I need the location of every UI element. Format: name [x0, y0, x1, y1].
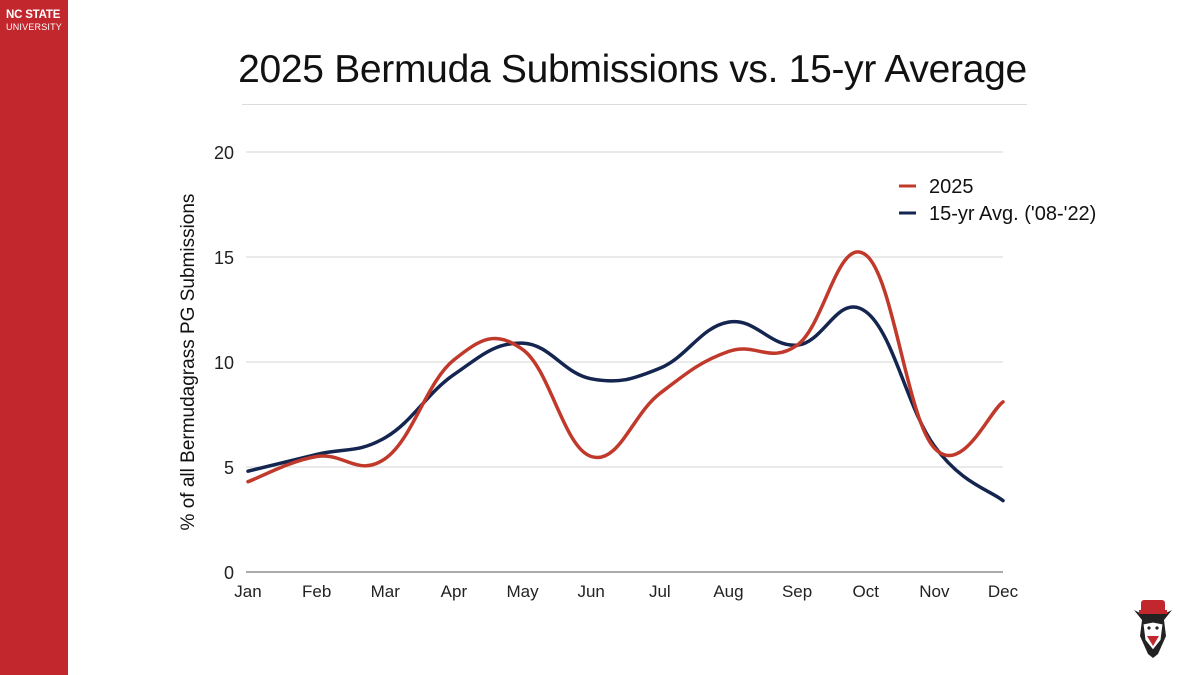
- y-tick-label: 10: [214, 353, 234, 373]
- series-lines: [246, 250, 1005, 503]
- title-divider: [242, 104, 1027, 105]
- logo-line-1: NC STATE: [6, 9, 61, 21]
- wolf-mascot-icon: [1134, 600, 1172, 658]
- chart-legend: 2025 15-yr Avg. ('08-'22): [899, 176, 1096, 225]
- y-tick-label: 20: [214, 143, 234, 163]
- x-tick-label: Dec: [988, 582, 1019, 601]
- y-axis-ticks: 0 5 10 15 20: [214, 143, 234, 583]
- series-line: [246, 250, 1005, 484]
- x-tick-label: Feb: [302, 582, 331, 601]
- brand-sidebar: NC STATE UNIVERSITY: [0, 0, 68, 675]
- x-tick-label: Jan: [234, 582, 261, 601]
- legend-label: 15-yr Avg. ('08-'22): [929, 203, 1096, 225]
- ncstate-logo: NC STATE UNIVERSITY: [6, 9, 63, 32]
- y-tick-label: 0: [224, 563, 234, 583]
- x-tick-label: Oct: [853, 582, 880, 601]
- slide-title: 2025 Bermuda Submissions vs. 15-yr Avera…: [238, 48, 1027, 91]
- x-tick-label: May: [506, 582, 539, 601]
- x-tick-label: Jun: [577, 582, 604, 601]
- x-tick-label: Apr: [441, 582, 468, 601]
- x-tick-label: Aug: [713, 582, 743, 601]
- x-axis-ticks: Jan Feb Mar Apr May Jun Jul Aug Sep Oct Nov Dec: [234, 582, 1018, 601]
- x-tick-label: Jul: [649, 582, 671, 601]
- y-tick-label: 15: [214, 248, 234, 268]
- gridlines: [246, 151, 1003, 573]
- x-tick-label: Mar: [371, 582, 401, 601]
- legend-label: 2025: [929, 176, 974, 198]
- logo-line-2: UNIVERSITY: [6, 21, 63, 32]
- y-tick-label: 5: [224, 458, 234, 478]
- x-tick-label: Nov: [919, 582, 950, 601]
- series-line: [246, 305, 1005, 503]
- x-tick-label: Sep: [782, 582, 812, 601]
